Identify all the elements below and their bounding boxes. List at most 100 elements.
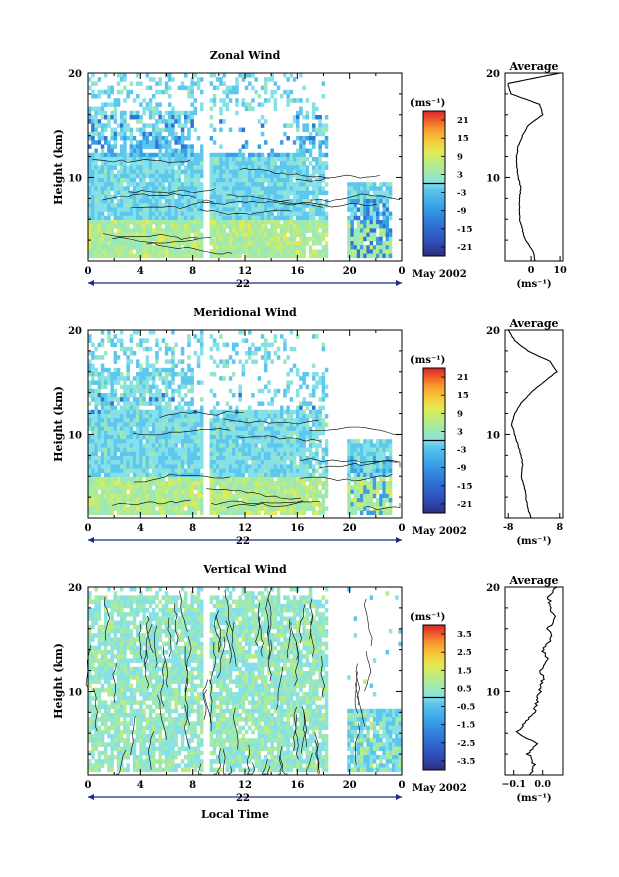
heatmap-cell [360, 212, 364, 217]
heatmap-cell [168, 212, 172, 217]
heatmap-cell [312, 406, 316, 411]
heatmap-cell [219, 220, 223, 225]
heatmap-cell [219, 452, 223, 457]
heatmap-cell [373, 228, 377, 233]
heatmap-cell [254, 203, 258, 208]
heatmap-cell [258, 456, 262, 461]
heatmap-cell [168, 216, 172, 221]
heatmap-cell [296, 494, 300, 499]
heatmap-cell [155, 191, 159, 196]
heatmap-cell [357, 199, 361, 204]
heatmap-cell [360, 199, 364, 204]
heatmap-cell [117, 477, 121, 482]
heatmap-cell [110, 372, 114, 377]
heatmap-cell [162, 115, 166, 120]
heatmap-cell [133, 98, 137, 103]
heatmap-cell [229, 435, 233, 440]
heatmap-cell [126, 422, 129, 427]
heatmap-cell [312, 494, 316, 499]
heatmap-cell [149, 107, 153, 112]
heatmap-cell [155, 359, 159, 364]
heatmap-cell [306, 149, 310, 154]
heatmap-cell [133, 443, 137, 448]
heatmap-cell [187, 165, 191, 170]
heatmap-cell [376, 245, 380, 250]
heatmap-cell [296, 149, 300, 154]
heatmap-cell [379, 233, 383, 238]
heatmap-cell [197, 233, 201, 238]
heatmap-cell [184, 372, 188, 377]
heatmap-cell [133, 245, 137, 250]
heatmap-cell [139, 220, 143, 225]
heatmap-cell [178, 393, 182, 398]
heatmap-cell [357, 220, 361, 225]
heatmap-cell [162, 439, 166, 444]
heatmap-cell [366, 199, 370, 204]
heatmap-cell [258, 477, 262, 482]
heatmap-cell [370, 228, 374, 233]
heatmap-cell [187, 178, 191, 183]
heatmap-cell [158, 115, 162, 120]
heatmap-cell [171, 237, 175, 242]
heatmap-cell [312, 170, 316, 175]
heatmap-cell [190, 220, 194, 225]
heatmap-cell [187, 136, 191, 141]
heatmap-cell [158, 220, 162, 225]
heatmap-cell [322, 431, 326, 436]
heatmap-cell [373, 195, 377, 200]
heatmap-cell [194, 170, 198, 175]
heatmap-cell [104, 498, 108, 503]
heatmap-cell [242, 485, 246, 490]
heatmap-cell [123, 418, 127, 423]
heatmap-cell [162, 469, 166, 474]
heatmap-cell [302, 494, 306, 499]
heatmap-cell [210, 212, 214, 217]
heatmap-cell [216, 245, 220, 250]
heatmap-cell [293, 161, 297, 166]
heatmap-cell [376, 220, 380, 225]
heatmap-cell [142, 224, 146, 229]
heatmap-cell [216, 481, 220, 486]
heatmap-cell [104, 123, 108, 128]
heatmap-cell [283, 469, 287, 474]
heatmap-cell [110, 448, 114, 453]
heatmap-cell [136, 469, 140, 474]
heatmap-cell [104, 153, 108, 158]
heatmap-cell [165, 241, 169, 246]
heatmap-cell [171, 368, 175, 373]
heatmap-cell [107, 406, 111, 411]
heatmap-cell [293, 448, 297, 453]
heatmap-cell [130, 481, 134, 486]
heatmap-cell [158, 469, 162, 474]
heatmap-cell [283, 418, 287, 423]
heatmap-cell [347, 439, 351, 444]
heatmap-cell [325, 233, 329, 238]
heatmap-cell [286, 477, 290, 482]
heatmap-cell [178, 469, 182, 474]
heatmap-cell [139, 435, 143, 440]
heatmap-cell [245, 233, 249, 238]
heatmap-cell [274, 153, 278, 158]
heatmap-cell [232, 498, 236, 503]
heatmap-cell [142, 443, 146, 448]
heatmap-cell [302, 414, 306, 419]
heatmap-cell [190, 401, 194, 406]
heatmap-cell [213, 464, 217, 469]
heatmap-cell [142, 385, 146, 390]
heatmap-cell [299, 157, 303, 162]
heatmap-cell [235, 448, 239, 453]
heatmap-cell [110, 212, 114, 217]
heatmap-cell [197, 469, 201, 474]
heatmap-cell [274, 102, 278, 107]
heatmap-cell [312, 393, 316, 398]
heatmap-cell [88, 460, 92, 465]
heatmap-cell [114, 203, 118, 208]
heatmap-cell [146, 123, 150, 128]
heatmap-cell [155, 485, 159, 490]
heatmap-cell [232, 254, 236, 259]
heatmap-cell [155, 182, 159, 187]
heatmap-cell [171, 502, 175, 507]
heatmap-cell [210, 355, 214, 360]
heatmap-cell [245, 203, 249, 208]
heatmap-cell [114, 464, 118, 469]
